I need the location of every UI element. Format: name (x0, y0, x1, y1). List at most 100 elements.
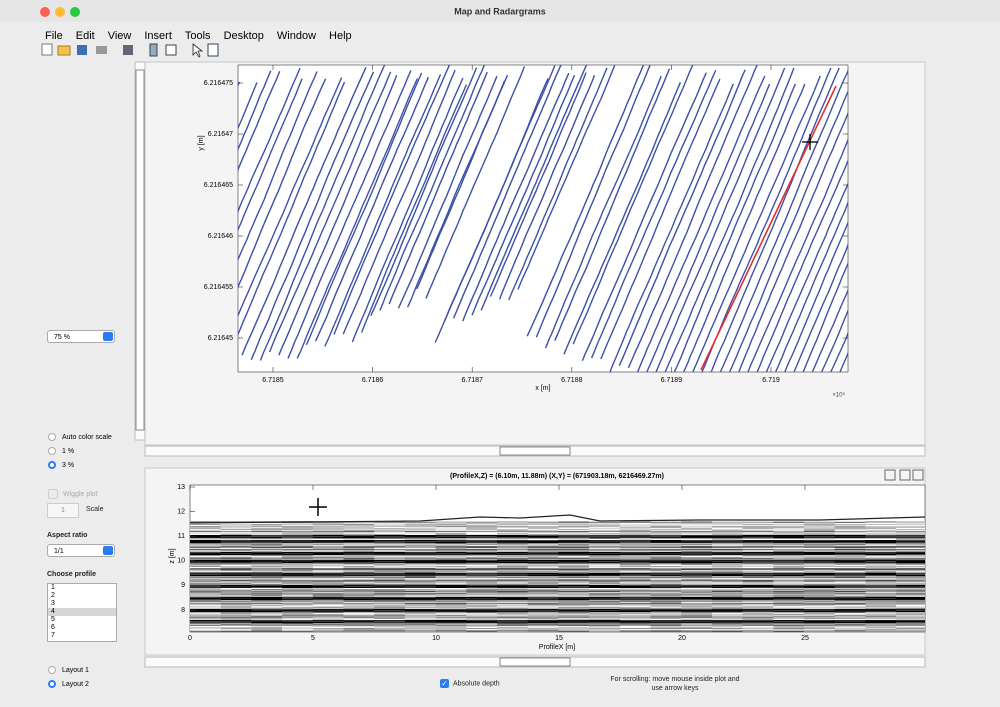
radargram-row (374, 554, 406, 555)
radargram-row (681, 628, 713, 629)
radargram-row (681, 548, 713, 549)
radio-button[interactable]: 3 % (48, 461, 74, 469)
radargram-row (589, 564, 621, 565)
radio-button[interactable]: Layout 1 (48, 666, 89, 674)
radargram-row (711, 521, 743, 522)
radargram-row (466, 576, 498, 577)
tool-open[interactable] (57, 45, 71, 56)
radargram-row (343, 528, 375, 529)
tool-property[interactable] (207, 43, 219, 57)
menu-item[interactable]: Edit (75, 30, 95, 42)
profile-item[interactable]: 7 (51, 632, 55, 639)
wiggle-checkbox[interactable]: Wiggle plot (48, 489, 98, 499)
radargram-row (312, 523, 344, 524)
radargram-row (619, 565, 651, 566)
menu-item[interactable]: Window (276, 30, 317, 42)
menu-item[interactable]: View (107, 30, 132, 42)
radargram-row (527, 615, 559, 616)
radargram-row (558, 614, 590, 615)
radargram-row (650, 584, 682, 585)
zoom-button[interactable] (70, 7, 80, 17)
menu-item[interactable]: Desktop (223, 30, 264, 42)
radargram-row (619, 626, 651, 627)
radargram-row (404, 617, 436, 618)
radargram-row (374, 546, 406, 547)
radargram-row (711, 593, 743, 594)
radargram-row (251, 528, 283, 529)
radargram-row (404, 571, 436, 572)
radargram-row (497, 541, 528, 542)
brush-tool[interactable] (884, 469, 896, 481)
radargram-row (804, 587, 835, 588)
radargram-row (435, 529, 467, 530)
absolute-depth-checkbox[interactable]: ✓ Absolute depth (440, 679, 500, 688)
menu-item[interactable]: Help (329, 30, 352, 42)
radargram-row (466, 627, 498, 628)
menu-item[interactable]: File (45, 30, 63, 42)
radargram-row (834, 585, 866, 586)
profile-item[interactable]: 2 (51, 592, 55, 599)
scale-input[interactable]: 1 (47, 503, 79, 518)
radargram-row (220, 544, 252, 545)
tool-save[interactable] (77, 45, 87, 55)
zoom-dropdown[interactable]: 75 % (47, 330, 115, 343)
radargram-row (589, 526, 621, 527)
radargram-row (190, 559, 221, 560)
radargram-row (343, 549, 375, 550)
survey-line (342, 69, 456, 335)
minimize-button[interactable] (55, 7, 65, 17)
map-scroll-thumb[interactable] (499, 446, 571, 456)
tool-pointer[interactable] (192, 43, 204, 58)
radargram-row (527, 529, 559, 530)
radargram-row (834, 581, 866, 582)
radargram-row (834, 573, 866, 574)
radargram-row (865, 538, 897, 539)
profile-item[interactable]: 3 (51, 600, 55, 607)
radio-button[interactable]: Auto color scale (48, 433, 112, 441)
radargram-row (251, 534, 283, 535)
radargram-row (773, 598, 805, 599)
radargram-row (251, 565, 283, 566)
radargram-row (773, 552, 805, 553)
radargram-row (711, 556, 743, 557)
radargram-row (619, 587, 651, 588)
profile-item[interactable]: 6 (51, 624, 55, 631)
ground-surface (190, 514, 925, 524)
radargram-row (312, 602, 344, 603)
close-button[interactable] (40, 7, 50, 17)
radargram-row (220, 532, 252, 533)
tool-print[interactable] (96, 46, 107, 54)
radargram-row (497, 585, 528, 586)
radargram-row (619, 615, 651, 616)
tool-link[interactable] (123, 45, 133, 55)
profile-item[interactable]: 5 (51, 616, 55, 623)
menu-item[interactable]: Insert (144, 30, 172, 42)
radargram-scroll-thumb[interactable] (499, 657, 571, 667)
pan-tool[interactable] (912, 469, 924, 481)
radargram-row (589, 579, 621, 580)
radargram-row (282, 529, 314, 530)
radargram-row (773, 536, 805, 537)
tool-colorbar[interactable] (149, 43, 158, 57)
profile-item[interactable]: 1 (51, 584, 55, 591)
vertical-scroll-thumb[interactable] (135, 69, 145, 431)
radargram-row (742, 543, 774, 544)
radargram-row (404, 582, 436, 583)
radargram-row (650, 562, 682, 563)
radio-button[interactable]: 1 % (48, 447, 74, 455)
radargram-row (619, 562, 651, 563)
data-tip-tool[interactable] (899, 469, 911, 481)
aspect-dropdown[interactable]: 1/1 (47, 544, 115, 557)
profile-item[interactable]: 4 (48, 608, 116, 616)
radargram-row (190, 545, 221, 546)
tool-new[interactable] (41, 43, 53, 56)
radio-button[interactable]: Layout 2 (48, 680, 89, 688)
radargram-row (527, 545, 559, 546)
radargram-row (190, 567, 221, 568)
radargram-row (834, 521, 866, 522)
tool-legend[interactable] (165, 44, 177, 56)
menu-item[interactable]: Tools (184, 30, 211, 42)
radargram-row (282, 592, 314, 593)
radargram-row (190, 577, 221, 578)
